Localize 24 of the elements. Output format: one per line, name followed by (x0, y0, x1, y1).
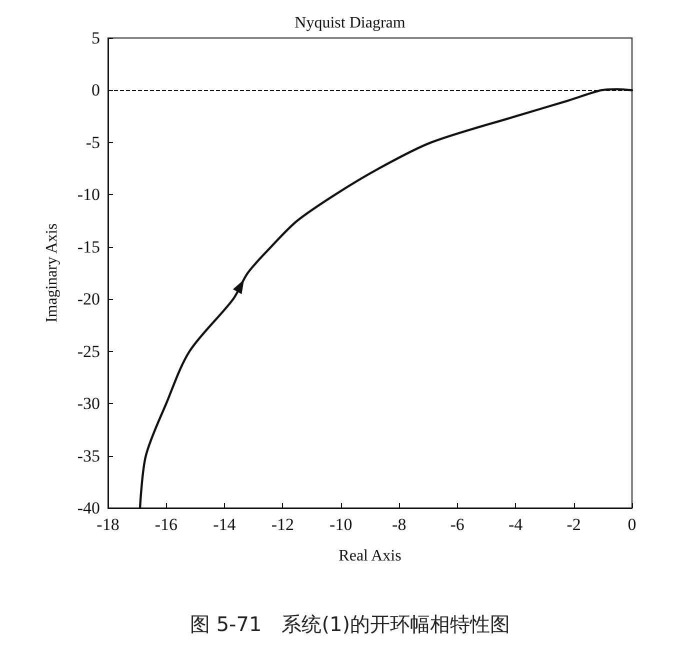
x-tick-label: 0 (628, 515, 636, 534)
y-tick-label: -10 (77, 185, 100, 204)
x-tick-label: -4 (508, 515, 524, 534)
x-tick-label: -18 (96, 515, 120, 534)
y-tick-label: -40 (77, 498, 100, 518)
x-tick-label: -14 (213, 515, 236, 534)
y-tick-label: 5 (92, 28, 100, 48)
x-tick-label: -8 (392, 515, 406, 534)
x-tick-label: -10 (330, 515, 352, 534)
y-tick-label: -20 (77, 290, 100, 309)
y-axis-title: Imaginary Axis (44, 223, 60, 323)
y-tick-label: 0 (92, 80, 100, 100)
x-tick-label: -2 (566, 515, 581, 534)
y-tick-label: -15 (77, 237, 100, 256)
y-tick-label: -35 (77, 446, 100, 466)
x-tick-label: -12 (271, 515, 294, 534)
y-tick-label: -25 (77, 342, 100, 361)
x-tick-label: -6 (450, 515, 464, 534)
y-tick-label: -5 (86, 132, 100, 152)
y-tick-label: -30 (77, 394, 100, 414)
x-axis-title: Real Axis (338, 548, 402, 564)
chart-title: Nyquist Diagram (294, 14, 406, 32)
caption: 图 5-71 系统(1)的开环幅相特性图 (190, 612, 510, 636)
x-tick-label: -16 (154, 515, 178, 534)
